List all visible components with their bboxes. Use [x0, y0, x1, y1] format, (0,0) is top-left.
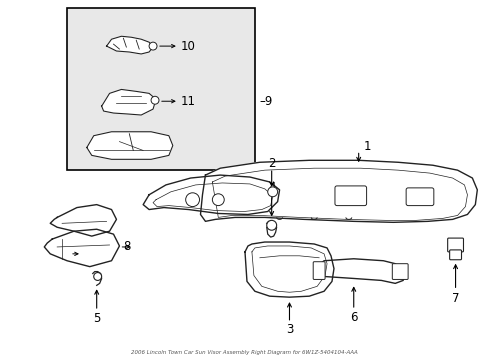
FancyBboxPatch shape: [334, 186, 366, 206]
Polygon shape: [102, 89, 156, 115]
Text: 3: 3: [285, 323, 293, 336]
Text: 8: 8: [123, 240, 130, 253]
Text: 11: 11: [181, 95, 195, 108]
Circle shape: [266, 220, 276, 230]
Polygon shape: [143, 175, 279, 215]
FancyBboxPatch shape: [391, 264, 407, 279]
Text: 4: 4: [267, 181, 275, 194]
Polygon shape: [87, 132, 172, 159]
Text: 6: 6: [349, 311, 357, 324]
Polygon shape: [44, 229, 119, 267]
Circle shape: [149, 42, 157, 50]
FancyBboxPatch shape: [449, 250, 461, 260]
Polygon shape: [67, 8, 254, 170]
Text: 1: 1: [363, 140, 370, 153]
Polygon shape: [50, 204, 116, 236]
Text: 7: 7: [451, 292, 458, 305]
Text: 5: 5: [93, 312, 100, 325]
Circle shape: [267, 187, 277, 197]
FancyBboxPatch shape: [313, 262, 325, 279]
Text: 2: 2: [267, 157, 275, 170]
Polygon shape: [317, 259, 405, 283]
Polygon shape: [106, 36, 153, 54]
Text: 10: 10: [181, 40, 195, 53]
Polygon shape: [244, 242, 333, 297]
Text: 2006 Lincoln Town Car Sun Visor Assembly Right Diagram for 6W1Z-5404104-AAA: 2006 Lincoln Town Car Sun Visor Assembly…: [130, 350, 357, 355]
Circle shape: [185, 193, 199, 207]
Circle shape: [94, 273, 102, 280]
FancyBboxPatch shape: [447, 238, 463, 252]
Circle shape: [212, 194, 224, 206]
Polygon shape: [200, 160, 476, 222]
Text: –9: –9: [259, 95, 273, 108]
Circle shape: [151, 96, 159, 104]
FancyBboxPatch shape: [406, 188, 433, 206]
